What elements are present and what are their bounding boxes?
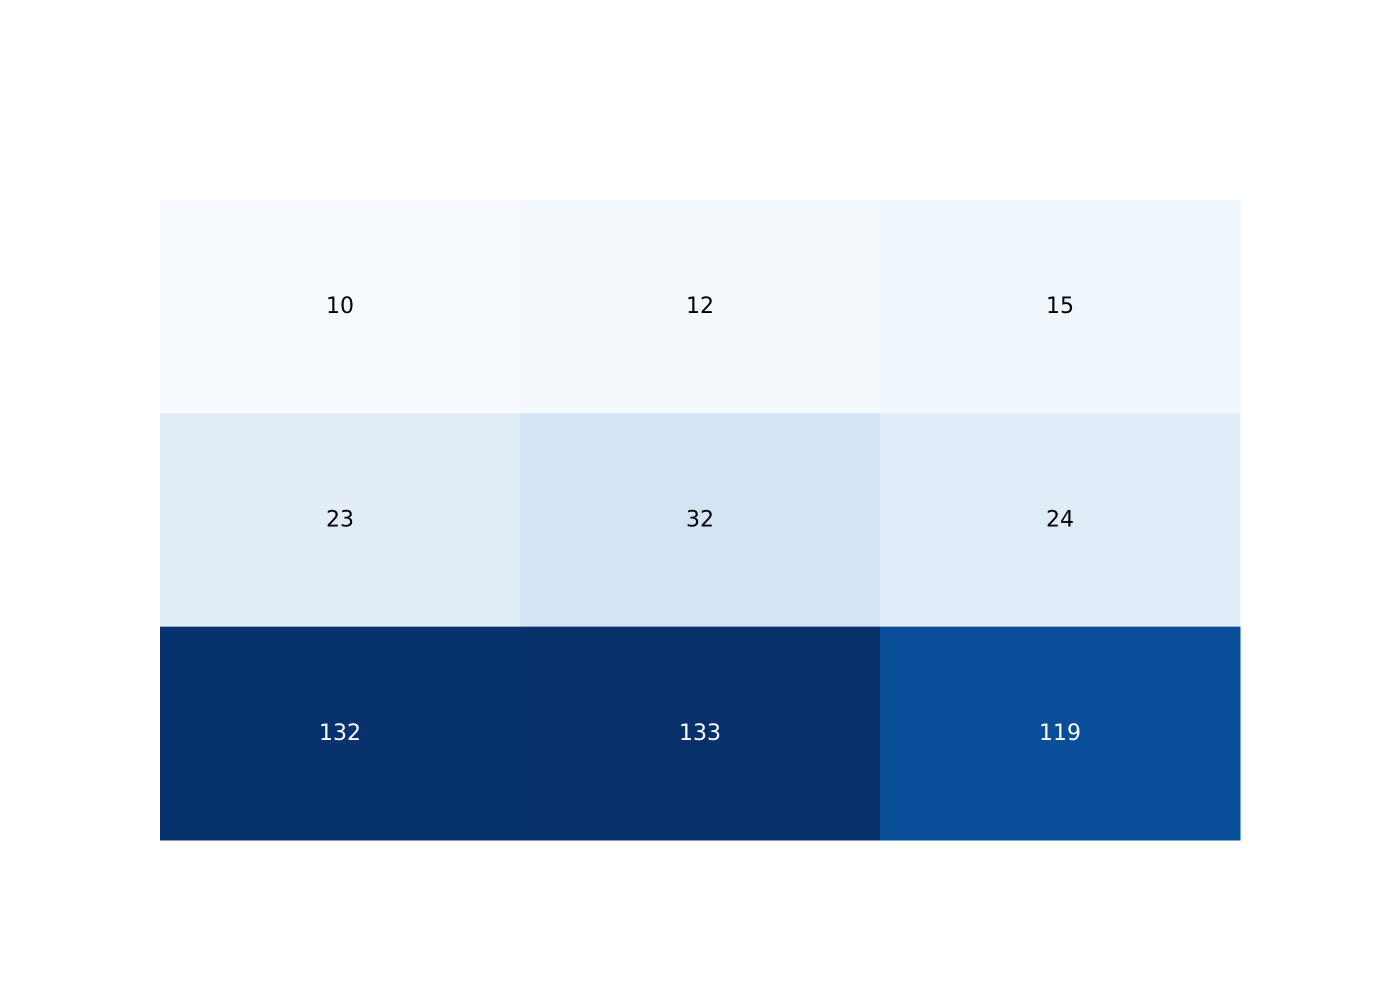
heatmap-cell-r1-c0 [160,413,521,628]
heatmap-cell-r0-c0 [160,200,521,414]
heatmap-cell-label-r1-c1: 32 [686,508,714,533]
heatmap-cell-r1-c2 [880,413,1241,628]
heatmap-cell-r2-c2 [880,626,1241,841]
heatmap-cell-r2-c0 [160,626,521,841]
heatmap-cell-r0-c2 [880,200,1241,414]
heatmap-cell-r0-c1 [520,200,881,414]
heatmap-cell-r2-c1 [520,626,881,841]
heatmap-cell-label-r1-c0: 23 [326,508,354,533]
heatmap-cell-label-r2-c1: 133 [679,721,721,746]
heatmap-cell-label-r0-c0: 10 [326,294,354,319]
heatmap-cell-r1-c1 [520,413,881,628]
heatmap-cell-label-r1-c2: 24 [1046,508,1074,533]
heatmap-cells [160,200,1241,841]
heatmap-cell-label-r2-c0: 132 [319,721,361,746]
heatmap-cell-label-r0-c1: 12 [686,294,714,319]
heatmap-cell-label-r0-c2: 15 [1046,294,1074,319]
heatmap-cell-labels: 10 12 15 23 32 24 132 133 119 [319,294,1081,746]
heatmap-cell-label-r2-c2: 119 [1039,721,1081,746]
